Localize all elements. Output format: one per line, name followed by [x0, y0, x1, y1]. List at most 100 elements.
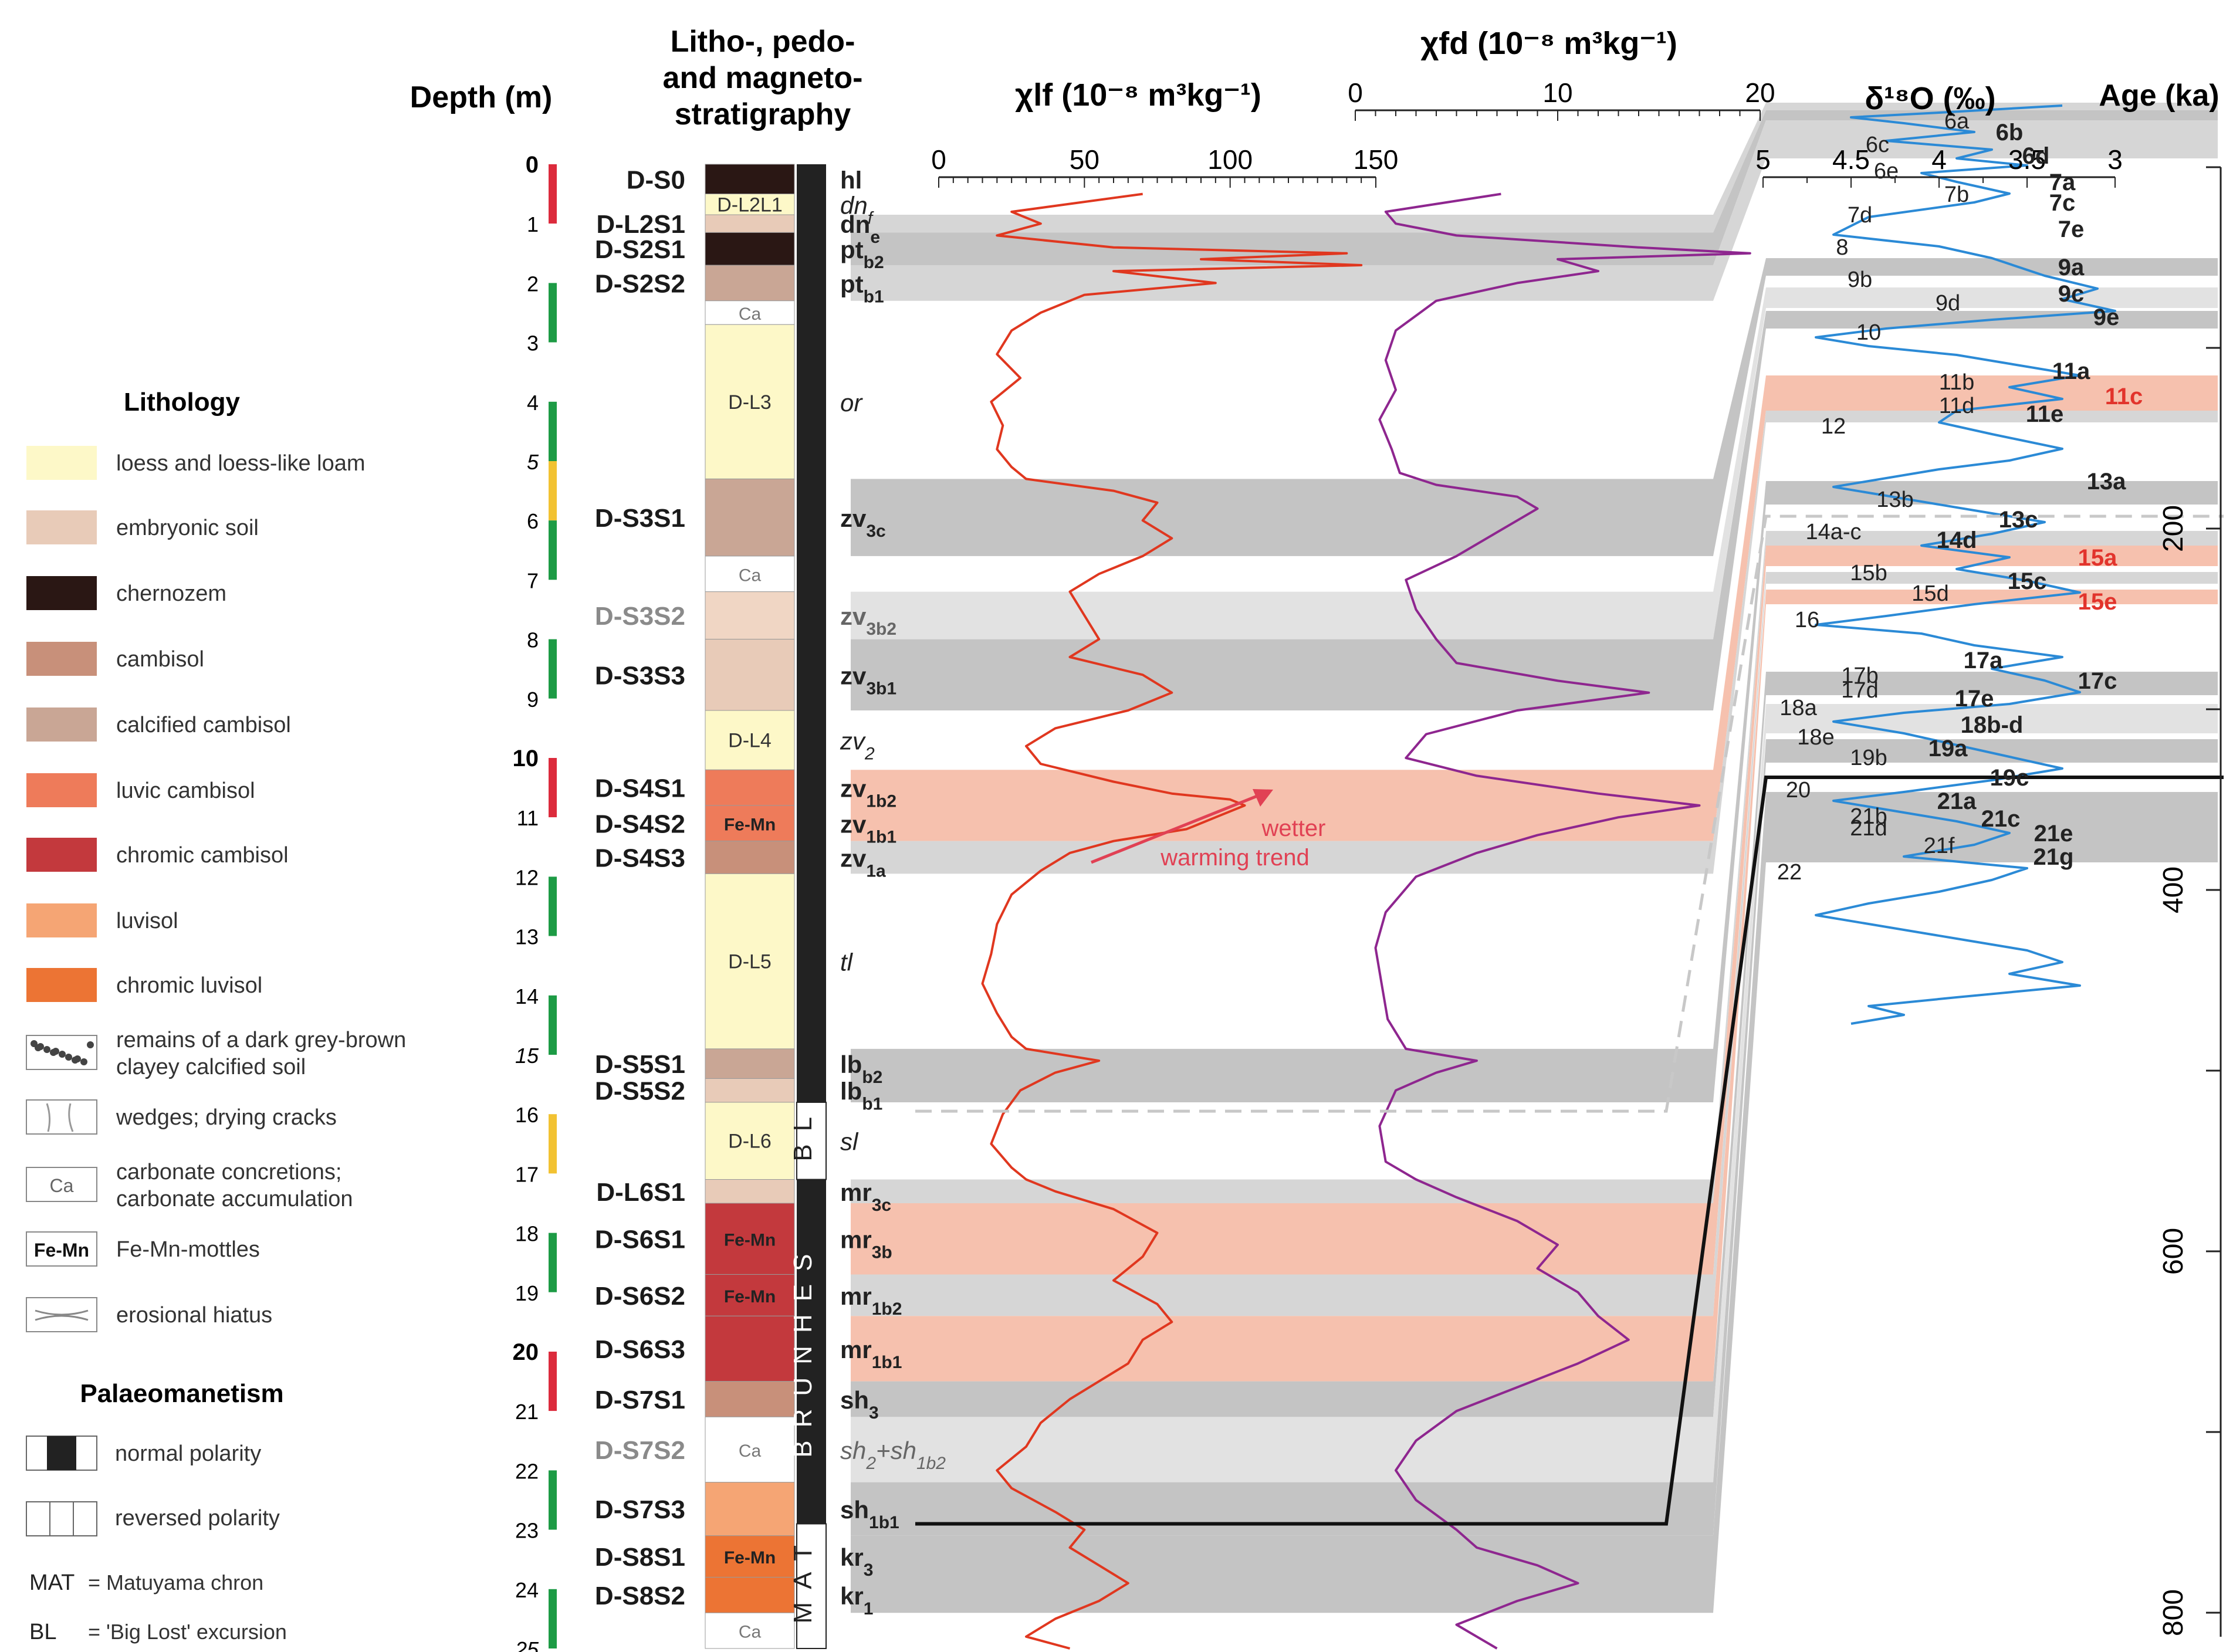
unit-code-label: D-S6S3	[595, 1335, 685, 1364]
chi-lf-axis-tick-label: 50	[1070, 144, 1099, 175]
lithology-unit-25	[705, 1482, 795, 1536]
mis-label: 19a	[1928, 736, 1968, 761]
horizon-label: mr1b2	[840, 1282, 902, 1319]
correlation-band-3	[851, 258, 2218, 556]
chi-lf-curve	[981, 192, 1363, 1650]
legend-wedge-mark	[46, 1103, 74, 1132]
legend-item-label: chromic cambisol	[116, 843, 289, 868]
depth-tick-label: 6	[527, 509, 539, 533]
mis-label: 21f	[1924, 834, 1955, 858]
mis-label: 15e	[2078, 589, 2117, 615]
mis-label: 21a	[1937, 788, 1977, 814]
axes: 0 50 100 150 0 10 20 5 4.5 4 3.5 3 200 400 600 800	[931, 77, 2222, 1637]
legend-swatch	[26, 510, 97, 544]
horizon-label: sh1b1	[840, 1496, 899, 1532]
correlation-band-2	[851, 120, 2218, 301]
lithology-unit-label: D-L2L1	[717, 194, 783, 216]
mis-label: 7e	[2058, 216, 2085, 242]
warming-trend-arrow	[1091, 790, 1268, 864]
depth-scale-segment-5	[549, 461, 557, 521]
mis-label: 6e	[1874, 159, 1899, 184]
depth-tick-label: 10	[513, 746, 539, 771]
mis-label: 19c	[1990, 765, 2029, 791]
mis-label: 19b	[1850, 746, 1887, 770]
mis-label: 21d	[1850, 816, 1887, 841]
depth-scale-segment-14	[549, 995, 557, 1055]
proxy-curves	[915, 104, 2224, 1650]
horizon-label: zv3b2	[840, 602, 896, 639]
polarity-big-lost	[796, 1101, 827, 1180]
lithology-unit-label: Fe-Mn	[724, 1287, 776, 1306]
depth-tick-label: 21	[515, 1400, 539, 1424]
lithology-unit-8	[705, 556, 795, 593]
horizon-label: kr3	[840, 1543, 873, 1580]
lithology-unit-label: D-L3	[728, 391, 772, 414]
legend-item-label: carbonate accumulation	[116, 1187, 353, 1211]
depth-tick-label: 13	[515, 925, 539, 949]
depth-scale-segment-8	[549, 639, 557, 699]
chi-lf-axis-tick-label: 150	[1354, 144, 1399, 175]
mis-label: 13c	[1999, 507, 2038, 533]
mis-label: 15d	[1911, 581, 1948, 606]
correlation-band-5	[851, 311, 2218, 711]
litho-title-2: and magneto-	[663, 61, 863, 95]
legend-item-label: Fe-Mn-mottles	[116, 1237, 260, 1262]
mis-label: 6a	[1944, 109, 1970, 134]
lithology-unit-label: Fe-Mn	[724, 815, 776, 834]
legend-lithology-title: Lithology	[124, 388, 240, 417]
legend-dot	[35, 1044, 42, 1051]
big-lost-label: BL	[789, 1104, 817, 1162]
lithology-unit-27	[705, 1577, 795, 1613]
unit-code-label: D-S4S3	[595, 844, 685, 873]
mis-label: 17e	[1955, 686, 1994, 712]
lithology-unit-16	[705, 1048, 795, 1079]
depth-scale-segment-20	[549, 1352, 557, 1411]
legend: Lithology loess and loess-like loam embryo…	[26, 388, 406, 1644]
mis-label: 9a	[2058, 255, 2085, 280]
mis-label: 9c	[2058, 281, 2085, 307]
legend-item-label: loess and loess-like loam	[116, 451, 366, 476]
lithology-unit-17	[705, 1078, 795, 1103]
horizon-label: hl	[840, 166, 862, 194]
legend-dot	[43, 1046, 50, 1053]
depth-scale-segment-10	[549, 758, 557, 818]
unit-code-label: D-L6S1	[596, 1178, 685, 1207]
depth-tick-label: 18	[515, 1222, 539, 1246]
legend-abbr-key: BL	[29, 1620, 56, 1644]
horizon-label: zv1b1	[840, 810, 896, 847]
legend-swatch	[26, 773, 97, 807]
age-tick-label: 600	[2158, 1228, 2189, 1275]
legend-swatch	[26, 903, 97, 937]
lithology-unit-12	[705, 769, 795, 806]
horizon-label: or	[840, 389, 863, 417]
warming-trend-arrowhead	[1253, 789, 1273, 807]
legend-swatch	[26, 642, 97, 676]
depth-scale-segment-21	[549, 1411, 557, 1471]
depth-tick-label: 0	[526, 152, 539, 178]
mis-label: 6b	[1996, 120, 2024, 145]
horizon-label: mr1b1	[840, 1336, 902, 1372]
mis-label: 8	[1836, 235, 1848, 260]
depth-tick-label: 23	[515, 1519, 539, 1543]
lithology-column: D-L2L1 Ca D-L3 Ca D-L4 Fe-Mn D-L5 D-L6 Fe-Mn Fe-M…	[705, 164, 827, 1649]
depth-tick-label: 4	[527, 391, 539, 415]
depth-scale-segment-2	[549, 283, 557, 343]
lithology-unit-26	[705, 1535, 795, 1578]
legend-swatch-text: Fe-Mn	[34, 1240, 89, 1261]
lithology-unit-23	[705, 1381, 795, 1417]
mis-label: 20	[1786, 778, 1811, 803]
lithology-unit-label: D-L6	[728, 1130, 772, 1153]
horizon-label: zv1b2	[840, 775, 896, 811]
mis-label: 9d	[1936, 291, 1960, 316]
mis-label: 7c	[2049, 190, 2076, 216]
lithology-unit-14	[705, 841, 795, 874]
depth-scale-segment-23	[549, 1529, 557, 1589]
age-tick-label: 200	[2158, 505, 2189, 552]
chi-fd-axis-tick-label: 20	[1745, 77, 1775, 108]
chilf-axis-title: χlf (10⁻⁸ m³kg⁻¹)	[1015, 77, 1261, 113]
horizon-label: mr3b	[840, 1226, 892, 1262]
horizon-label: kr1	[840, 1582, 873, 1619]
